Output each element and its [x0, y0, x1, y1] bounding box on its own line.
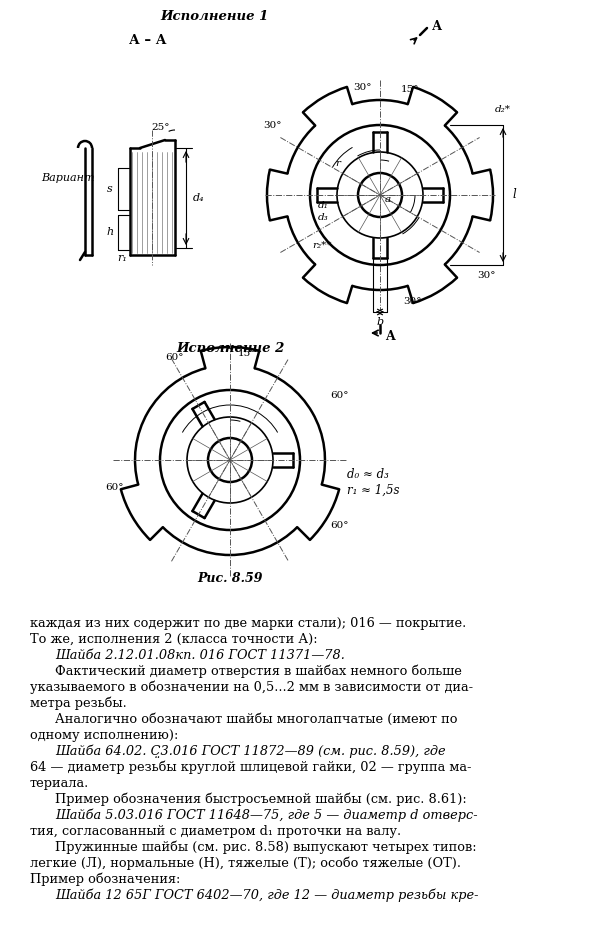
- Text: 60°: 60°: [166, 352, 184, 362]
- Text: r₂**: r₂**: [312, 241, 332, 249]
- Text: 25°: 25°: [152, 124, 170, 132]
- Text: r₁ ≈ 1,5s: r₁ ≈ 1,5s: [347, 484, 399, 497]
- Text: легкие (Л), нормальные (Н), тяжелые (Т); особо тяжелые (ОТ).: легкие (Л), нормальные (Н), тяжелые (Т);…: [30, 857, 461, 870]
- Text: Исполнение 1: Исполнение 1: [161, 10, 269, 24]
- Text: А – А: А – А: [129, 33, 167, 47]
- Text: d₂*: d₂*: [495, 106, 511, 114]
- Text: 15°: 15°: [401, 86, 419, 94]
- Text: тия, согласованный с диаметром d₁ проточки на валу.: тия, согласованный с диаметром d₁ проточ…: [30, 825, 401, 838]
- Text: 30°: 30°: [264, 121, 282, 129]
- Text: b: b: [376, 317, 384, 327]
- Text: териала.: териала.: [30, 777, 89, 790]
- Text: метра резьбы.: метра резьбы.: [30, 697, 127, 710]
- Text: Исполнение 2: Исполнение 2: [176, 342, 284, 354]
- Text: s: s: [107, 184, 113, 194]
- Text: Фактический диаметр отверстия в шайбах немного больше: Фактический диаметр отверстия в шайбах н…: [55, 665, 462, 679]
- Text: Аналогично обозначают шайбы многолапчатые (имеют по: Аналогично обозначают шайбы многолапчаты…: [55, 713, 457, 726]
- Text: 60°: 60°: [106, 484, 124, 492]
- Text: 15°: 15°: [238, 348, 257, 358]
- Text: d₀ ≈ d₃: d₀ ≈ d₃: [347, 468, 389, 482]
- Text: 60°: 60°: [330, 521, 349, 529]
- Text: Шайба 5.03.016 ГОСТ 11648—75, где 5 — диаметр d отверс-: Шайба 5.03.016 ГОСТ 11648—75, где 5 — ди…: [55, 809, 478, 823]
- Text: A: A: [385, 329, 395, 343]
- Text: Шайба 2.12.01.08кп. 016 ГОСТ 11371—78.: Шайба 2.12.01.08кп. 016 ГОСТ 11371—78.: [55, 649, 345, 662]
- Text: a: a: [385, 195, 391, 205]
- Text: Пружинные шайбы (см. рис. 8.58) выпускают четырех типов:: Пружинные шайбы (см. рис. 8.58) выпускаю…: [55, 841, 477, 855]
- Text: 30°: 30°: [403, 297, 421, 307]
- Text: То же, исполнения 2 (класса точности А):: То же, исполнения 2 (класса точности А):: [30, 633, 317, 646]
- Text: каждая из них содержит по две марки стали); 016 — покрытие.: каждая из них содержит по две марки стал…: [30, 617, 466, 630]
- Text: r: r: [336, 158, 340, 168]
- Text: r₁: r₁: [117, 253, 127, 263]
- Text: d₁: d₁: [318, 201, 329, 209]
- Text: d₃: d₃: [318, 212, 329, 222]
- Text: 30°: 30°: [477, 270, 496, 280]
- Text: 60°: 60°: [330, 390, 349, 400]
- Text: Шайба 12 65Г ГОСТ 6402—70, где 12 — диаметр резьбы кре-: Шайба 12 65Г ГОСТ 6402—70, где 12 — диам…: [55, 889, 478, 902]
- Text: Рис. 8.59: Рис. 8.59: [197, 571, 263, 585]
- Text: d₄: d₄: [193, 193, 205, 203]
- Text: 64 — диаметр резьбы круглой шлицевой гайки, 02 — группа ма-: 64 — диаметр резьбы круглой шлицевой гай…: [30, 761, 471, 775]
- Text: Шайба 64.02. С̤3.016 ГОСТ 11872—89 (см. рис. 8.59), где: Шайба 64.02. С̤3.016 ГОСТ 11872—89 (см. …: [55, 745, 445, 759]
- Text: l: l: [513, 188, 517, 202]
- Text: h: h: [106, 227, 113, 237]
- Text: одному исполнению):: одному исполнению):: [30, 729, 178, 742]
- Text: А: А: [432, 21, 442, 33]
- Text: указываемого в обозначении на 0,5...2 мм в зависимости от диа-: указываемого в обозначении на 0,5...2 мм…: [30, 681, 473, 695]
- Text: Пример обозначения:: Пример обозначения:: [30, 873, 181, 886]
- Text: Пример обозначения быстросъемной шайбы (см. рис. 8.61):: Пример обозначения быстросъемной шайбы (…: [55, 793, 467, 806]
- Text: Вариант: Вариант: [41, 173, 95, 183]
- Text: 30°: 30°: [353, 84, 371, 92]
